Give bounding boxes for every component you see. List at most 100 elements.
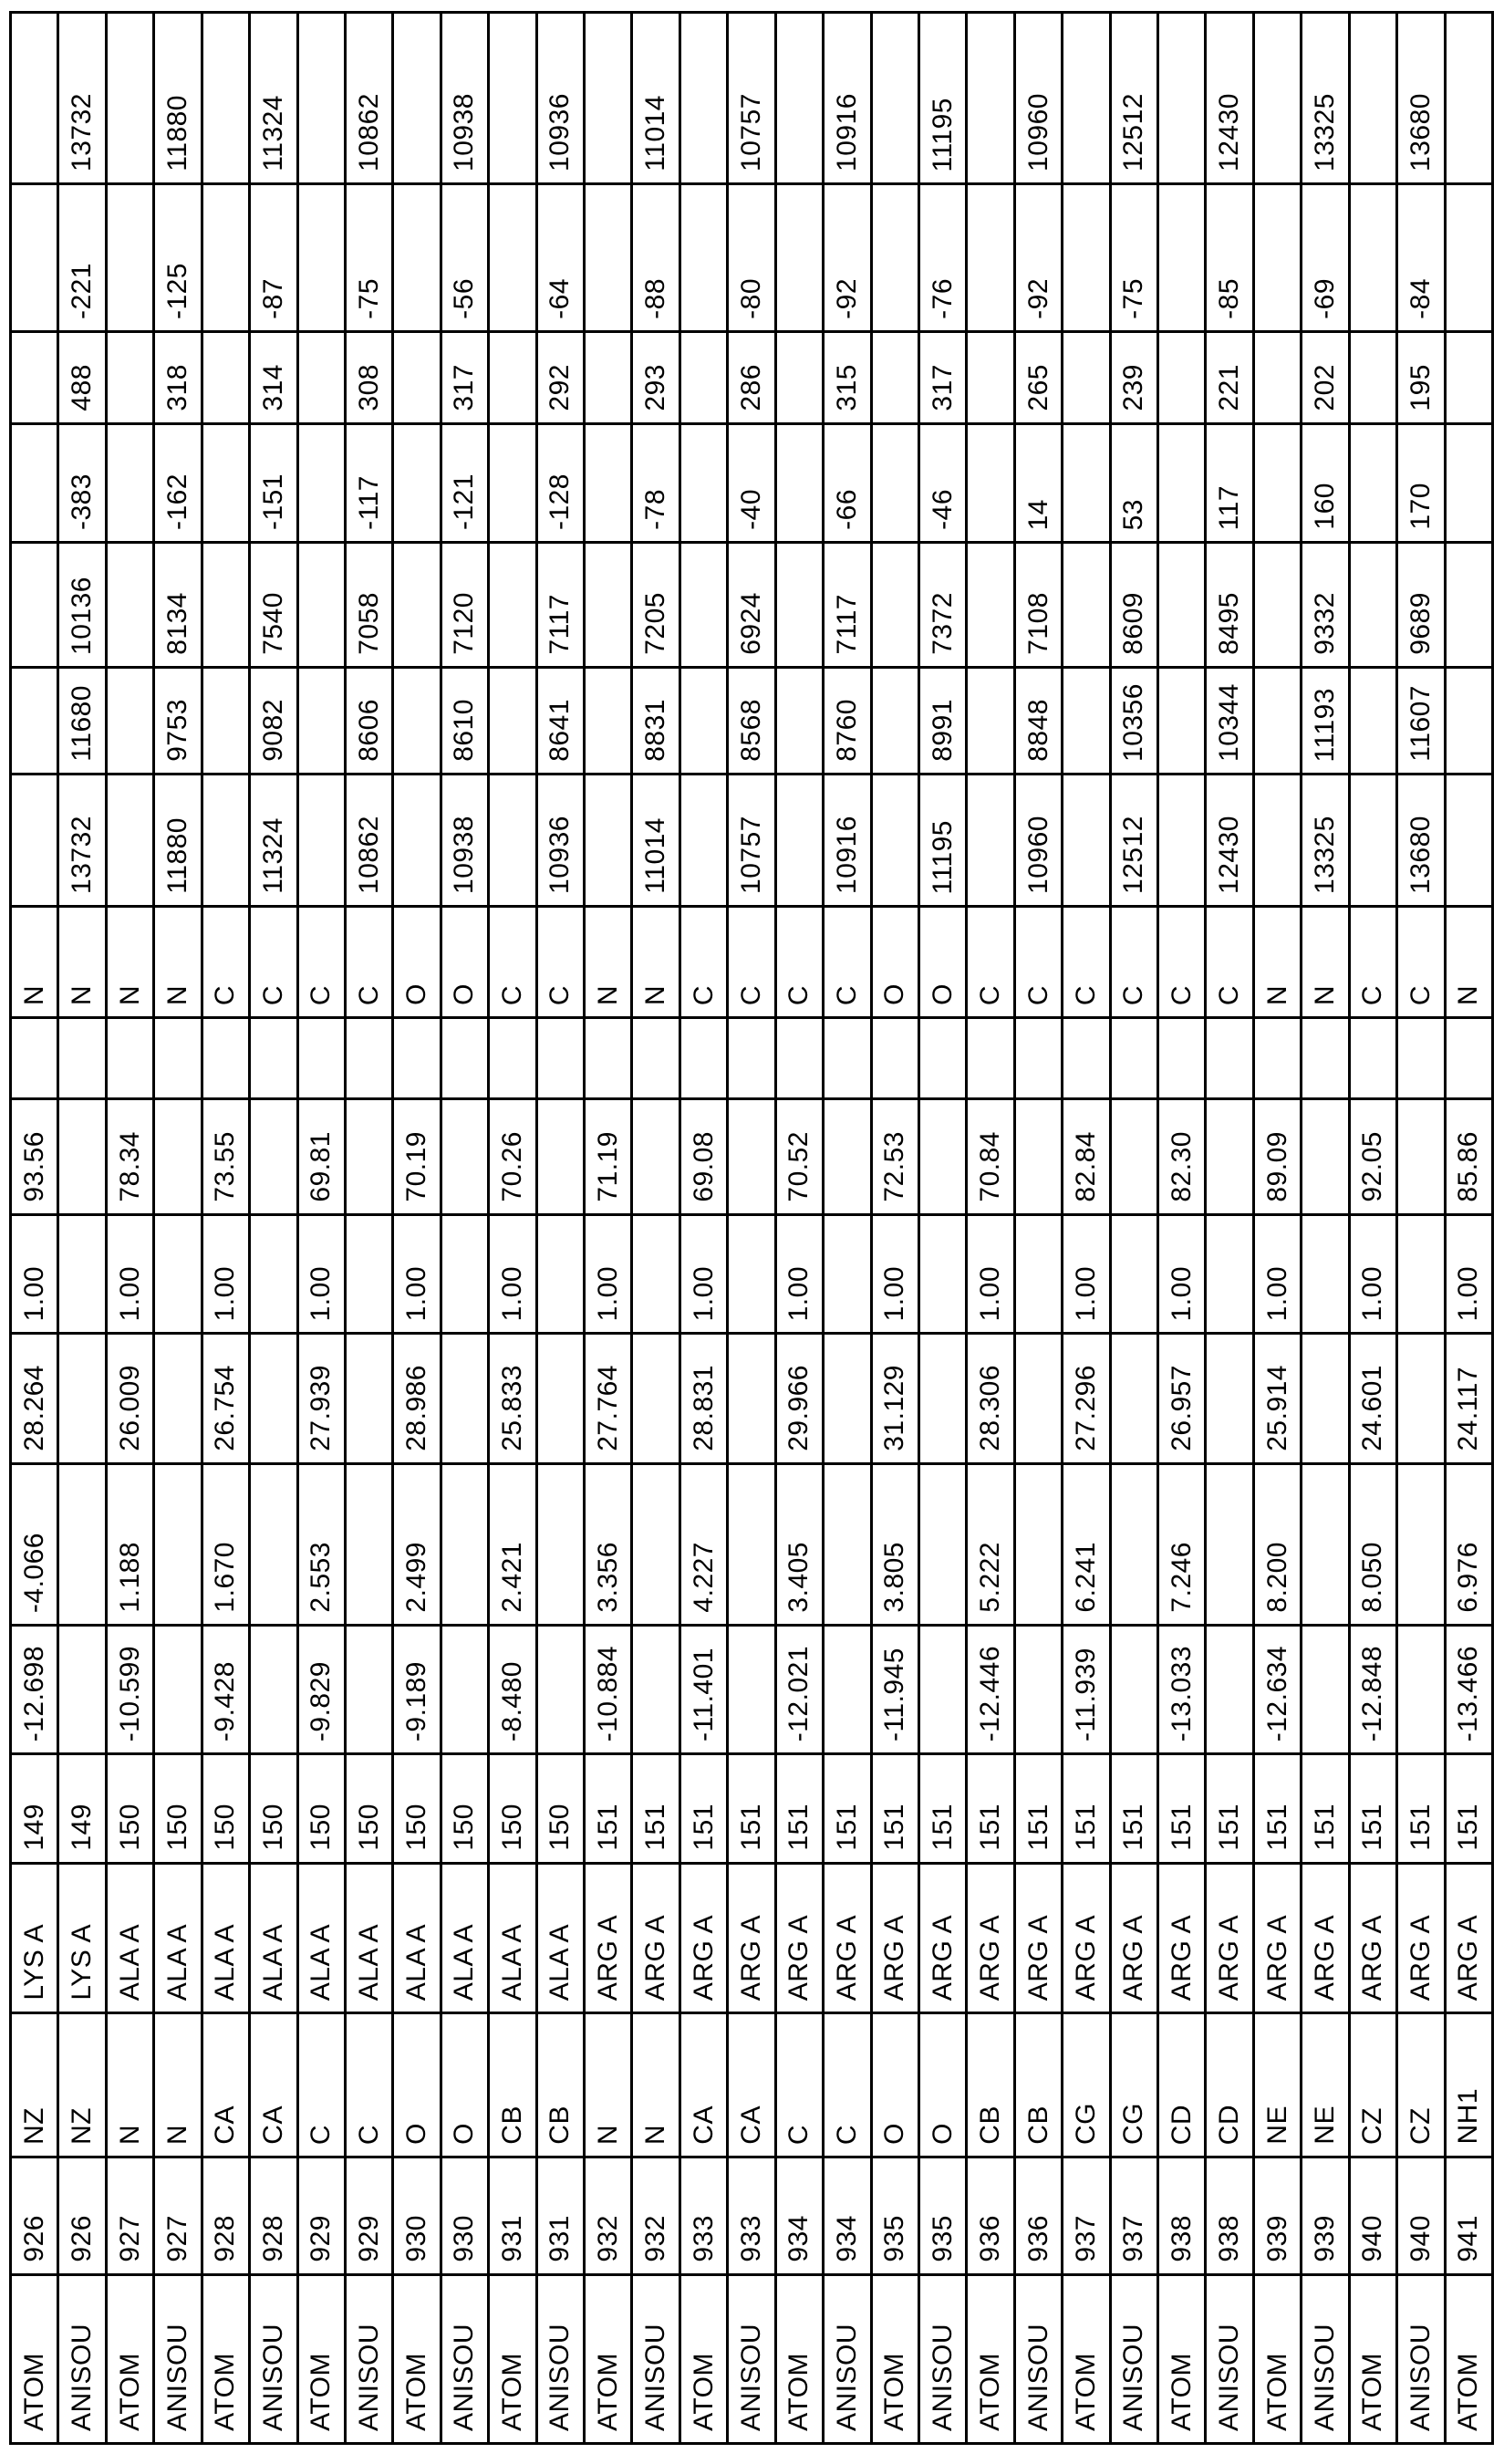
cell-u13-935 [872,333,918,422]
cell-res_seq-940: 151 [1350,1755,1396,1862]
cell-u22-930-anisou: 8610 [441,669,488,773]
cell-u12-934 [776,425,823,541]
cell-text: 8.050 [1357,1542,1388,1613]
cell-type-929-anisou: ANISOU [346,2276,392,2442]
cell-u12-939 [1254,425,1301,541]
cell-text: O [401,2123,432,2145]
cell-u23-940 [1350,185,1396,330]
cell-u23-932-anisou: -88 [633,185,679,330]
cell-text: 151 [1070,1804,1101,1851]
cell-text: 315 [831,364,862,411]
cell-u13-931-anisou: 292 [537,333,584,422]
cell-residue-940-anisou: ARG A [1398,1865,1444,2012]
cell-atom_name-930: O [394,2014,440,2156]
cell-x-932: -10.884 [586,1627,631,1752]
cell-u33-941 [1446,544,1491,666]
cell-charge-940 [1350,1019,1396,1097]
cell-type-941: ATOM [1446,2276,1491,2442]
cell-u33-937-anisou: 8609 [1111,544,1157,666]
cell-text: N [1261,984,1292,1005]
cell-text: 53 [1118,498,1149,530]
cell-text: ANISOU [927,2323,958,2431]
cell-u23-930-anisou: -56 [441,185,488,330]
cell-charge-935 [872,1019,918,1097]
cell-res_seq-935: 151 [872,1755,918,1862]
cell-u11_repeat-927 [107,14,153,182]
cell-text: N [1453,984,1484,1005]
cell-text: 930 [449,2215,480,2262]
cell-text: C [735,984,766,1005]
cell-u13-935-anisou: 317 [919,333,966,422]
cell-text: N [592,984,623,1005]
cell-text: 10916 [831,816,862,894]
cell-text: CB [1022,2105,1053,2145]
cell-text: C [496,984,527,1005]
cell-text: 221 [1214,364,1245,411]
cell-element-930: O [394,908,440,1016]
cell-text: 150 [496,1804,527,1851]
cell-u11-929 [298,775,344,905]
cell-res_seq-941: 151 [1446,1755,1491,1862]
cell-b_factor-935-anisou [919,1100,966,1213]
cell-atom_name-941: NH1 [1446,2014,1491,2156]
cell-text: 1.00 [1166,1265,1197,1321]
cell-b_factor-936-anisou [1015,1100,1062,1213]
cell-u23-931-anisou: -64 [537,185,584,330]
cell-text: 1.00 [306,1265,337,1321]
cell-text: -75 [1118,278,1149,319]
cell-x-928: -9.428 [202,1627,249,1752]
cell-serial-929: 929 [298,2158,344,2273]
cell-text: ARG A [735,1914,766,2001]
cell-text: 941 [1453,2215,1484,2262]
cell-u13-934 [776,333,823,422]
cell-u12-930-anisou: -121 [441,425,488,541]
cell-u23-926-anisou: -221 [59,185,105,330]
cell-u11_repeat-937-anisou: 12512 [1111,14,1157,182]
cell-u11_repeat-928 [202,14,249,182]
cell-b_factor-938: 82.30 [1159,1100,1205,1213]
cell-occupancy-926-anisou [59,1216,105,1332]
cell-text: 308 [353,364,384,411]
cell-y-935-anisou [919,1465,966,1624]
pdb-table: 13732 11880 11324 10862 10938 10936 11014 10757… [9,11,1494,2445]
cell-charge-930 [394,1019,440,1097]
cell-u11_repeat-929-anisou: 10862 [346,14,392,182]
cell-u33-940 [1350,544,1396,666]
cell-atom_name-940-anisou: CZ [1398,2014,1444,2156]
cell-text: 150 [210,1804,241,1851]
cell-text: ANISOU [67,2323,98,2431]
cell-text: 93.56 [18,1131,49,1202]
cell-text: ANISOU [1214,2323,1245,2431]
cell-y-928: 1.670 [202,1465,249,1624]
cell-res_seq-930: 150 [394,1755,440,1862]
cell-residue-931-anisou: ALA A [537,1865,584,2012]
cell-text: 151 [1166,1804,1197,1851]
cell-text: ARG A [1405,1914,1436,2001]
cell-text: 488 [67,364,98,411]
cell-u13-937-anisou: 239 [1111,333,1157,422]
cell-text: -117 [353,475,384,530]
cell-element-935-anisou: O [919,908,966,1016]
cell-text: ARG A [1357,1914,1388,2001]
cell-atom_name-932: N [586,2014,631,2156]
cell-y-938-anisou [1207,1465,1252,1624]
cell-type-937: ATOM [1063,2276,1109,2442]
cell-u22-931-anisou: 8641 [537,669,584,773]
cell-text: ANISOU [1118,2323,1149,2431]
cell-u33-933-anisou: 6924 [729,544,774,666]
cell-text: N [18,984,49,1005]
cell-text: ARG A [1310,1914,1341,2001]
cell-serial-933: 933 [680,2158,727,2273]
cell-text: -151 [257,473,288,530]
cell-y-932: 3.356 [586,1465,631,1624]
cell-occupancy-930-anisou [441,1216,488,1332]
cell-y-934: 3.405 [776,1465,823,1624]
cell-u11-935 [872,775,918,905]
cell-charge-940-anisou [1398,1019,1444,1097]
cell-element-936-anisou: C [1015,908,1062,1016]
cell-text: -12.848 [1357,1645,1388,1741]
cell-b_factor-931-anisou [537,1100,584,1213]
cell-u23-927 [107,185,153,330]
cell-text: 8134 [161,592,192,655]
cell-element-926: N [12,908,57,1016]
